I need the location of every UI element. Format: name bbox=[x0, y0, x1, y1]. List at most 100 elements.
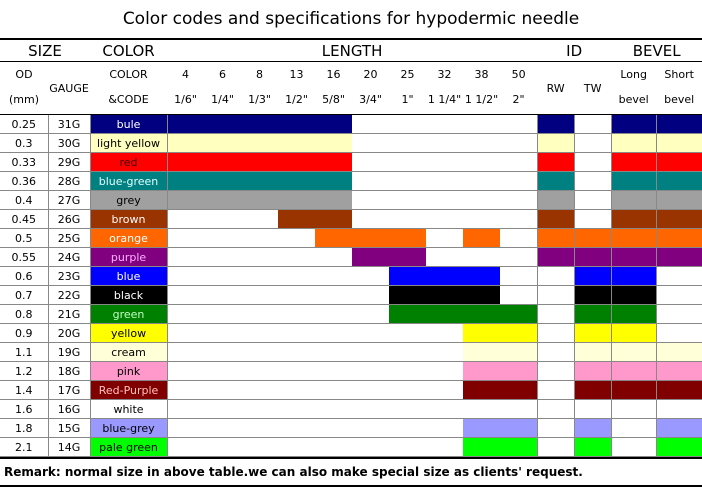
spec-cell bbox=[315, 247, 353, 267]
data-row: 1.1 19G cream bbox=[0, 342, 702, 362]
spec-cell bbox=[463, 247, 501, 267]
spec-cell bbox=[389, 399, 427, 419]
color-cell: orange bbox=[90, 228, 168, 248]
spec-cell bbox=[352, 209, 390, 229]
gauge-cell: 25G bbox=[48, 228, 91, 248]
spec-cell bbox=[611, 323, 657, 343]
spec-cell bbox=[241, 285, 279, 305]
spec-cell bbox=[500, 361, 538, 381]
spec-cell bbox=[315, 323, 353, 343]
color-cell: blue-green bbox=[90, 171, 168, 191]
column-header: 13 1/2" bbox=[278, 61, 316, 115]
spec-cell bbox=[315, 133, 353, 153]
spec-cell bbox=[352, 133, 390, 153]
spec-cell bbox=[315, 114, 353, 134]
spec-cell bbox=[656, 399, 702, 419]
data-row: 0.9 20G yellow bbox=[0, 323, 702, 343]
spec-cell bbox=[656, 228, 702, 248]
spec-cell bbox=[426, 342, 464, 362]
spec-cell bbox=[315, 380, 353, 400]
spec-cell bbox=[537, 285, 575, 305]
column-header: 32 1 1/4" bbox=[426, 61, 464, 115]
header-line: 6 bbox=[219, 68, 227, 81]
spec-cell bbox=[574, 114, 612, 134]
spec-cell bbox=[611, 152, 657, 172]
column-header: 8 1/3" bbox=[241, 61, 279, 115]
spec-cell bbox=[204, 418, 242, 438]
spec-cell bbox=[463, 171, 501, 191]
spec-cell bbox=[167, 190, 205, 210]
data-row: 1.8 15G blue-grey bbox=[0, 418, 702, 438]
spec-cell bbox=[426, 285, 464, 305]
data-row: 0.7 22G black bbox=[0, 285, 702, 305]
spec-cell bbox=[463, 342, 501, 362]
spec-cell bbox=[389, 304, 427, 324]
spec-cell bbox=[167, 323, 205, 343]
od-cell: 0.36 bbox=[0, 171, 49, 191]
spec-cell bbox=[426, 418, 464, 438]
spec-cell bbox=[278, 171, 316, 191]
spec-cell bbox=[167, 437, 205, 457]
spec-cell bbox=[611, 247, 657, 267]
color-cell: Red-Purple bbox=[90, 380, 168, 400]
group-header: SIZE COLOR LENGTH ID BEVEL bbox=[0, 38, 702, 62]
header-line: &CODE bbox=[108, 93, 149, 106]
spec-cell bbox=[204, 114, 242, 134]
spec-cell bbox=[352, 418, 390, 438]
spec-cell bbox=[574, 266, 612, 286]
spec-cell bbox=[167, 209, 205, 229]
group-label: LENGTH bbox=[167, 38, 538, 62]
spec-cell bbox=[204, 190, 242, 210]
spec-cell bbox=[537, 171, 575, 191]
spec-cell bbox=[426, 133, 464, 153]
od-cell: 1.8 bbox=[0, 418, 49, 438]
od-cell: 0.7 bbox=[0, 285, 49, 305]
spec-cell bbox=[389, 361, 427, 381]
column-header: 6 1/4" bbox=[204, 61, 242, 115]
spec-cell bbox=[241, 342, 279, 362]
header-line: 38 bbox=[474, 68, 489, 81]
remark: Remark: normal size in above table.we ca… bbox=[0, 457, 702, 487]
color-cell: pink bbox=[90, 361, 168, 381]
spec-cell bbox=[463, 361, 501, 381]
spec-cell bbox=[426, 190, 464, 210]
spec-cell bbox=[167, 285, 205, 305]
spec-cell bbox=[278, 361, 316, 381]
color-cell: blue bbox=[90, 266, 168, 286]
spec-cell bbox=[463, 209, 501, 229]
data-row: 0.45 26G brown bbox=[0, 209, 702, 229]
spec-cell bbox=[500, 171, 538, 191]
spec-cell bbox=[656, 152, 702, 172]
spec-cell bbox=[352, 304, 390, 324]
gauge-cell: 29G bbox=[48, 152, 91, 172]
header-line: 4 bbox=[182, 68, 190, 81]
spec-cell bbox=[352, 190, 390, 210]
spec-cell bbox=[656, 342, 702, 362]
spec-cell bbox=[204, 152, 242, 172]
spec-cell bbox=[352, 361, 390, 381]
spec-cell bbox=[204, 399, 242, 419]
color-cell: grey bbox=[90, 190, 168, 210]
header-line: Long bbox=[620, 68, 647, 81]
spec-cell bbox=[389, 190, 427, 210]
spec-cell bbox=[426, 437, 464, 457]
spec-cell bbox=[656, 285, 702, 305]
spec-cell bbox=[204, 266, 242, 286]
spec-cell bbox=[167, 114, 205, 134]
spec-cell bbox=[352, 399, 390, 419]
spec-cell bbox=[537, 266, 575, 286]
spec-cell bbox=[611, 190, 657, 210]
spec-cell bbox=[352, 342, 390, 362]
header-line: 1" bbox=[401, 93, 414, 106]
spec-cell bbox=[426, 247, 464, 267]
spec-cell bbox=[656, 171, 702, 191]
data-row: 0.25 31G bule bbox=[0, 114, 702, 134]
spec-cell bbox=[574, 342, 612, 362]
spec-cell bbox=[315, 152, 353, 172]
spec-cell bbox=[500, 266, 538, 286]
spec-cell bbox=[241, 247, 279, 267]
spec-cell bbox=[241, 209, 279, 229]
spec-cell bbox=[389, 171, 427, 191]
spec-cell bbox=[204, 361, 242, 381]
